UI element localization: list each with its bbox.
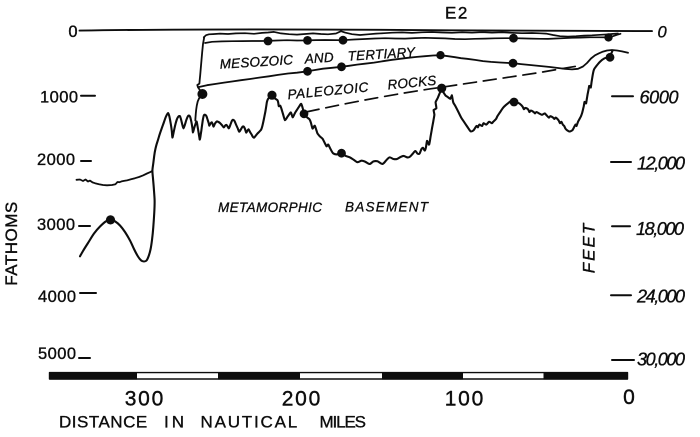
svg-text:NAUTICAL: NAUTICAL — [201, 413, 299, 432]
svg-text:IN: IN — [164, 413, 187, 432]
svg-text:METAMORPHIC: METAMORPHIC — [218, 200, 322, 215]
svg-text:E2: E2 — [445, 4, 469, 23]
svg-text:0: 0 — [623, 386, 635, 409]
svg-text:0: 0 — [68, 23, 77, 41]
svg-text:DISTANCE: DISTANCE — [59, 413, 148, 432]
svg-text:TERTIARY: TERTIARY — [347, 45, 416, 64]
svg-text:1000: 1000 — [40, 89, 78, 107]
svg-text:BASEMENT: BASEMENT — [345, 199, 430, 214]
svg-text:AND: AND — [303, 50, 334, 67]
svg-text:200: 200 — [282, 388, 321, 411]
svg-text:0: 0 — [658, 24, 668, 42]
svg-text:12,000: 12,000 — [637, 154, 685, 174]
svg-text:MESOZOIC: MESOZOIC — [219, 52, 293, 72]
svg-text:PALEOZOIC: PALEOZOIC — [287, 79, 370, 102]
svg-text:3000: 3000 — [37, 216, 75, 234]
svg-text:18,000: 18,000 — [636, 219, 684, 239]
svg-text:4000: 4000 — [38, 288, 76, 306]
svg-text:MILES: MILES — [320, 413, 367, 432]
svg-text:ROCKS: ROCKS — [387, 73, 437, 93]
svg-text:100: 100 — [445, 388, 484, 411]
svg-text:5000: 5000 — [38, 345, 76, 363]
svg-text:FEET: FEET — [580, 222, 599, 273]
svg-text:FATHOMS: FATHOMS — [2, 201, 21, 285]
svg-text:24,000: 24,000 — [636, 287, 685, 307]
svg-text:2000: 2000 — [37, 151, 75, 169]
svg-text:300: 300 — [125, 388, 164, 411]
svg-text:6000: 6000 — [640, 88, 679, 108]
svg-text:30,000: 30,000 — [637, 350, 685, 370]
